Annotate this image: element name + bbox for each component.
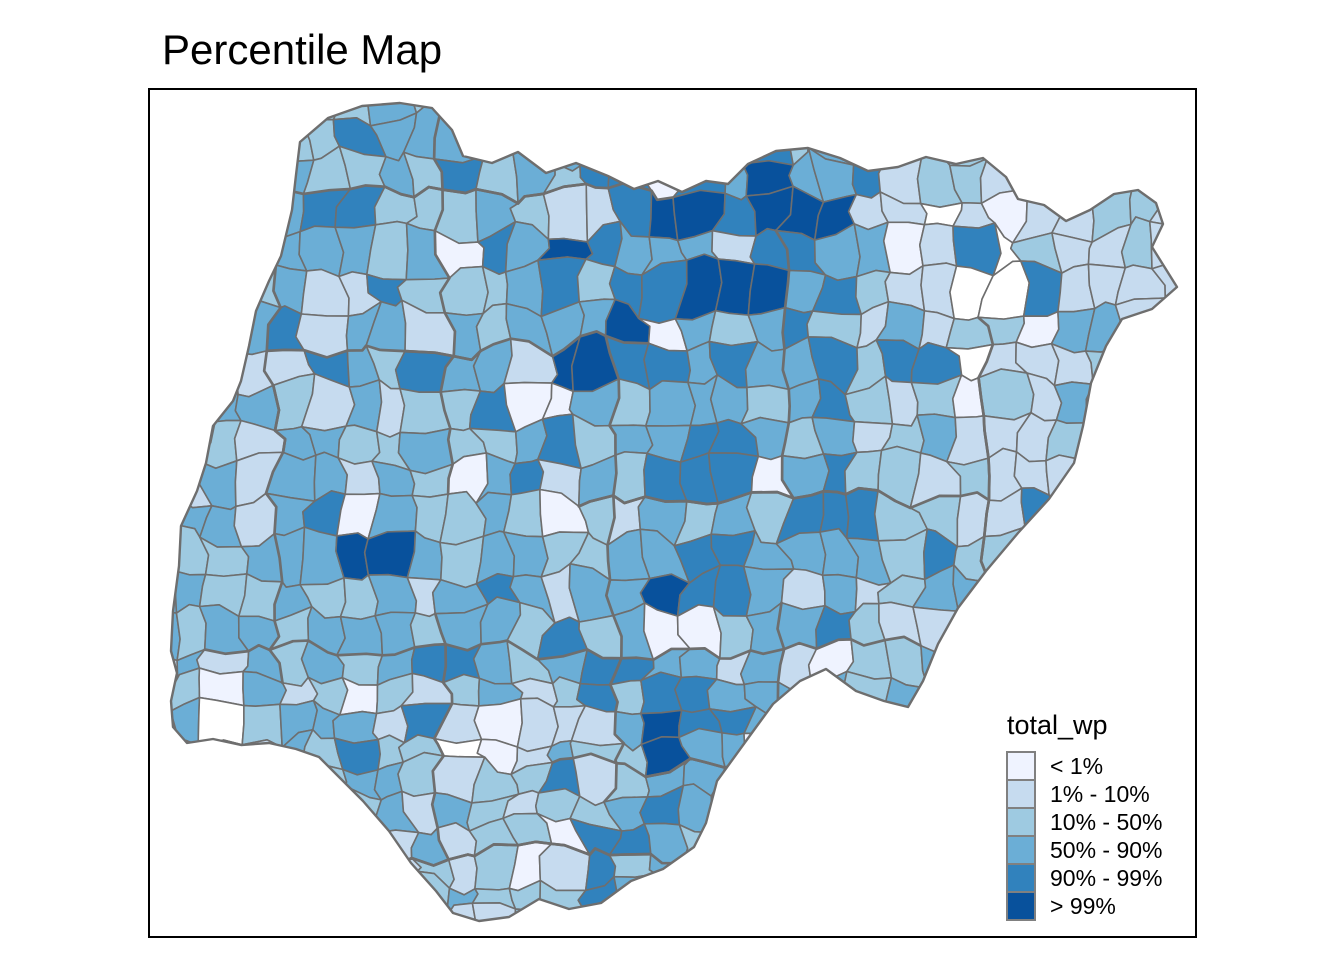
map-region [511,908,551,921]
state-boundary [602,656,626,804]
map-region [197,696,245,747]
legend-row: > 99% [1006,891,1206,921]
legend: total_wp < 1% 1% - 10% 10% - 50% 50% - 90% 9… [1006,710,1206,921]
map-region [844,487,880,542]
map-region [645,379,697,427]
map-region [472,639,513,685]
state-boundary [620,635,923,662]
state-boundary [432,103,457,496]
legend-swatch [1006,891,1036,921]
map-region [332,710,380,744]
state-boundary [403,330,650,362]
map-region [780,568,826,611]
map-region [447,853,478,896]
map-region [363,530,417,579]
legend-label: > 99% [1050,892,1116,919]
legend-row: 1% - 10% [1006,779,1206,809]
choropleth-map [169,101,1179,923]
map-region [579,147,611,189]
state-boundary [264,383,287,685]
map-region [710,794,761,835]
map-region [571,119,608,167]
map-region [1048,494,1097,540]
legend-label: 50% - 90% [1050,836,1163,863]
state-boundary [604,334,623,687]
map-region [741,109,795,166]
map-region [433,106,486,164]
map-region [777,681,822,720]
legend-label: 90% - 99% [1050,864,1163,891]
legend-row: 50% - 90% [1006,835,1206,865]
legend-row: < 1% [1006,751,1206,781]
map-region [576,258,617,303]
legend-swatch [1006,751,1036,781]
map-region [977,368,1035,421]
map-region [1020,487,1061,540]
map-region [882,221,926,276]
map-frame: total_wp < 1% 1% - 10% 10% - 50% 50% - 90% 9… [148,88,1197,938]
legend-row: 90% - 99% [1006,863,1206,893]
state-boundary [774,229,795,500]
map-region [918,222,958,267]
legend-swatch [1006,779,1036,809]
legend-swatch [1006,863,1036,893]
map-region [207,350,241,396]
legend-swatch [1006,807,1036,837]
state-boundary [577,486,912,510]
legend-label: 10% - 50% [1050,808,1163,835]
map-region [1085,383,1131,428]
map-region [847,119,890,168]
legend-label: 1% - 10% [1050,780,1150,807]
map-region [1045,454,1097,505]
map-region [540,110,581,172]
map-region [1148,220,1177,270]
legend-row: 10% - 50% [1006,807,1206,837]
country-outline [169,101,1179,923]
legend-label: < 1% [1050,752,1104,779]
state-boundary [430,612,454,861]
legend-swatch [1006,835,1036,865]
map-region [612,451,648,504]
map-region [743,732,794,772]
map-region [811,670,848,715]
map-region [471,902,517,921]
map-region [677,783,725,835]
legend-rows: < 1% 1% - 10% 10% - 50% 50% - 90% 90% - 99% >… [1006,751,1206,921]
legend-title: total_wp [1007,710,1108,740]
page-title: Percentile Map [162,26,443,73]
map-region [171,609,181,662]
map-region [841,670,893,715]
